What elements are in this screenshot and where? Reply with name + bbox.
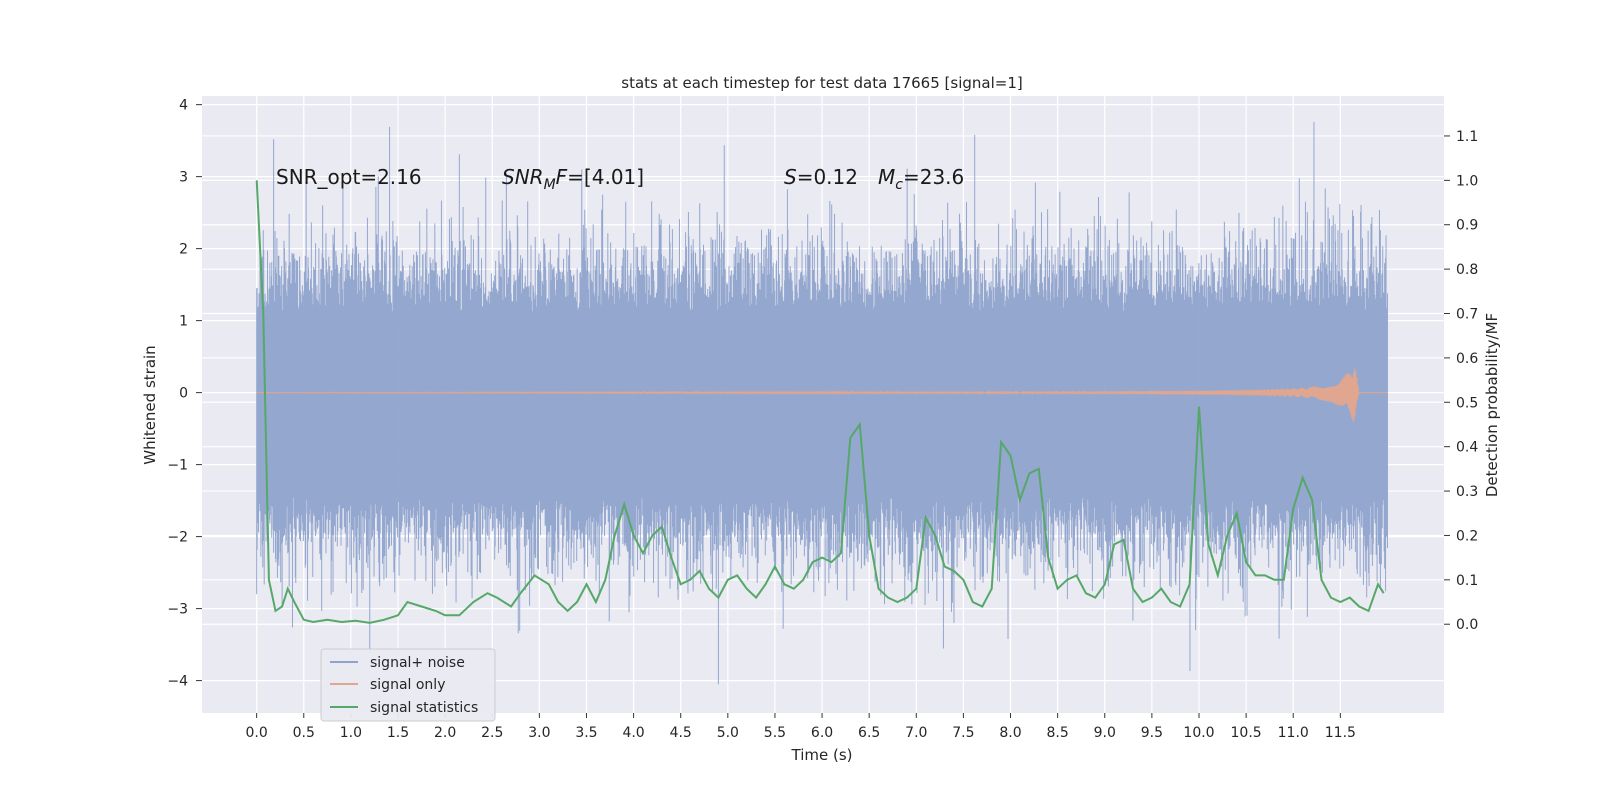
x-tick-label-8: 4.0 (622, 725, 644, 741)
signal-statistics-series (255, 180, 1385, 624)
chart-title: stats at each timestep for test data 176… (621, 74, 1022, 92)
legend-label-signal-statistics: signal statistics (370, 700, 478, 716)
y-right-tick-labels: 1.1 1.0 0.9 0.8 0.7 0.6 0.5 0.4 0.3 0.2 0.1 0.0 (1444, 129, 1478, 633)
x-tick-label-5: 2.5 (481, 725, 503, 741)
x-tick-label-2: 1.0 (340, 725, 362, 741)
y-tick-label-5: −1 (167, 458, 188, 474)
yr-tick-label-7: 0.4 (1456, 440, 1478, 456)
x-tick-label-23: 11.5 (1325, 725, 1356, 741)
yr-tick-label-8: 0.3 (1456, 484, 1478, 500)
y-tick-label-1: 3 (179, 170, 188, 186)
yr-tick-label-0: 1.1 (1456, 129, 1478, 145)
y-right-axis-label: Detection probability/MF (1483, 313, 1501, 497)
x-axis-label: Time (s) (791, 746, 853, 764)
x-tick-label-0: 0.0 (246, 725, 268, 741)
yr-tick-label-11: 0.0 (1456, 617, 1478, 633)
yr-tick-label-2: 0.9 (1456, 218, 1478, 234)
y-tick-label-4: 0 (179, 386, 188, 402)
signal-noise-trace (256, 121, 1388, 685)
yr-tick-label-3: 0.8 (1456, 262, 1478, 278)
signal-only-trace (256, 367, 1388, 422)
x-tick-label-7: 3.5 (575, 725, 597, 741)
x-tick-label-12: 6.0 (811, 725, 833, 741)
x-tick-label-14: 7.0 (905, 725, 927, 741)
annotation-snr-mf: SNRMF=[4.01] (502, 165, 644, 193)
signal-statistics-line (255, 180, 1385, 624)
x-tick-label-22: 11.0 (1278, 725, 1309, 741)
legend-label-signal-noise: signal+ noise (370, 655, 465, 671)
signal-only-series (256, 367, 1388, 422)
legend-box (320, 648, 496, 722)
x-tick-labels: 0.0 0.5 1.0 1.5 2.0 2.5 3.0 3.5 4.0 4.5 5.0 5.5 6.0 6… (246, 713, 1356, 741)
y-tick-label-7: −3 (167, 602, 188, 618)
x-tick-label-20: 10.0 (1183, 725, 1214, 741)
x-tick-label-21: 10.5 (1231, 725, 1262, 741)
legend: signal+ noise signal only signal statist… (320, 648, 496, 722)
signal-noise-series (256, 121, 1388, 685)
x-tick-label-13: 6.5 (858, 725, 880, 741)
x-tick-label-9: 4.5 (670, 725, 692, 741)
x-tick-label-19: 9.5 (1141, 725, 1163, 741)
yr-tick-label-6: 0.5 (1456, 395, 1478, 411)
x-tick-label-6: 3.0 (528, 725, 550, 741)
x-tick-label-4: 2.0 (434, 725, 456, 741)
annotation-s: S=0.12 (784, 165, 858, 189)
x-tick-label-10: 5.0 (717, 725, 739, 741)
yr-tick-label-4: 0.7 (1456, 307, 1478, 323)
y-tick-label-3: 1 (179, 314, 188, 330)
x-tick-label-1: 0.5 (293, 725, 315, 741)
legend-label-signal-only: signal only (370, 677, 445, 693)
x-tick-label-11: 5.5 (764, 725, 786, 741)
y-axis-label: Whitened strain (141, 345, 159, 464)
x-tick-label-18: 9.0 (1094, 725, 1116, 741)
y-tick-label-6: −2 (167, 530, 188, 546)
yr-tick-label-5: 0.6 (1456, 351, 1478, 367)
x-tick-label-16: 8.0 (999, 725, 1021, 741)
y-tick-label-2: 2 (179, 242, 188, 258)
y-tick-label-0: 4 (179, 98, 188, 114)
yr-tick-label-1: 1.0 (1456, 173, 1478, 189)
y-tick-labels: 4 3 2 1 0 −1 −2 −3 −4 (167, 98, 202, 690)
annotation-snr-opt: SNR_opt=2.16 (276, 165, 422, 189)
y-tick-label-8: −4 (167, 674, 188, 690)
x-tick-label-17: 8.5 (1047, 725, 1069, 741)
annotation-mc: Mc=23.6 (878, 165, 964, 193)
yr-tick-label-9: 0.2 (1456, 528, 1478, 544)
yr-tick-label-10: 0.1 (1456, 573, 1478, 589)
x-tick-label-15: 7.5 (952, 725, 974, 741)
x-tick-label-3: 1.5 (387, 725, 409, 741)
